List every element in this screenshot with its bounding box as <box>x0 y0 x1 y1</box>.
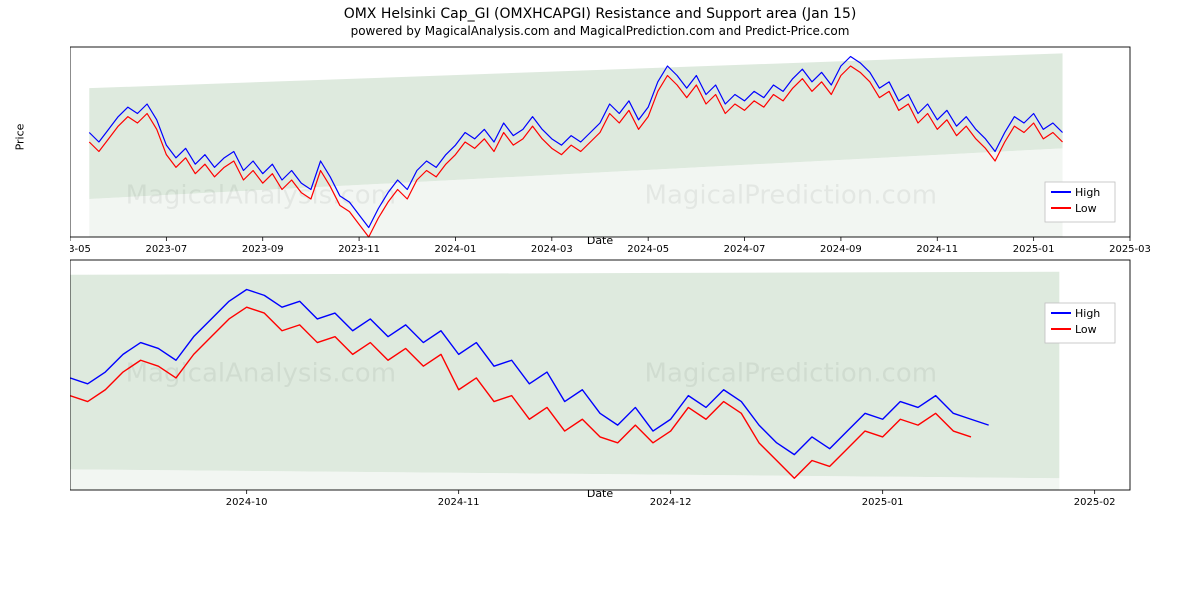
xtick-label: 2023-05 <box>70 244 91 255</box>
xtick-label: 2024-11 <box>438 497 480 508</box>
xtick-label: 2025-01 <box>862 497 904 508</box>
xtick-label: 2024-05 <box>627 244 669 255</box>
xtick-label: 2025-03 <box>1109 244 1151 255</box>
legend-label: Low <box>1075 202 1097 215</box>
legend: High Low <box>1045 182 1115 222</box>
bottom-chart: MagicalAnalysis.com MagicalPrediction.com… <box>70 255 1200 485</box>
watermark-text: MagicalPrediction.com <box>645 181 938 211</box>
legend-label: High <box>1075 186 1100 199</box>
xtick-label: 2025-02 <box>1074 497 1116 508</box>
xtick-label: 2024-12 <box>650 497 692 508</box>
watermark-text: MagicalAnalysis.com <box>126 359 396 389</box>
page-subtitle: powered by MagicalAnalysis.com and Magic… <box>0 24 1200 38</box>
page-title: OMX Helsinki Cap_GI (OMXHCAPGI) Resistan… <box>0 6 1200 22</box>
legend-label: Low <box>1075 323 1097 336</box>
xtick-label: 2024-09 <box>820 244 862 255</box>
xtick-label: 2023-11 <box>338 244 380 255</box>
legend-label: High <box>1075 307 1100 320</box>
xtick-label: 2023-07 <box>145 244 187 255</box>
watermark-text: MagicalAnalysis.com <box>126 181 396 211</box>
xtick-label: 2024-07 <box>724 244 766 255</box>
top-chart: Price MagicalAnalysis.comMagicalPredicti… <box>70 42 1200 232</box>
xtick-label: 2024-10 <box>226 497 268 508</box>
xtick-label: 2024-03 <box>531 244 573 255</box>
watermark-text: MagicalPrediction.com <box>645 359 938 389</box>
xtick-label: 2024-11 <box>916 244 958 255</box>
xtick-label: 2023-09 <box>242 244 284 255</box>
xtick-label: 2025-01 <box>1013 244 1055 255</box>
top-ylabel: Price <box>14 124 27 151</box>
legend: High Low <box>1045 303 1115 343</box>
xtick-label: 2024-01 <box>435 244 477 255</box>
